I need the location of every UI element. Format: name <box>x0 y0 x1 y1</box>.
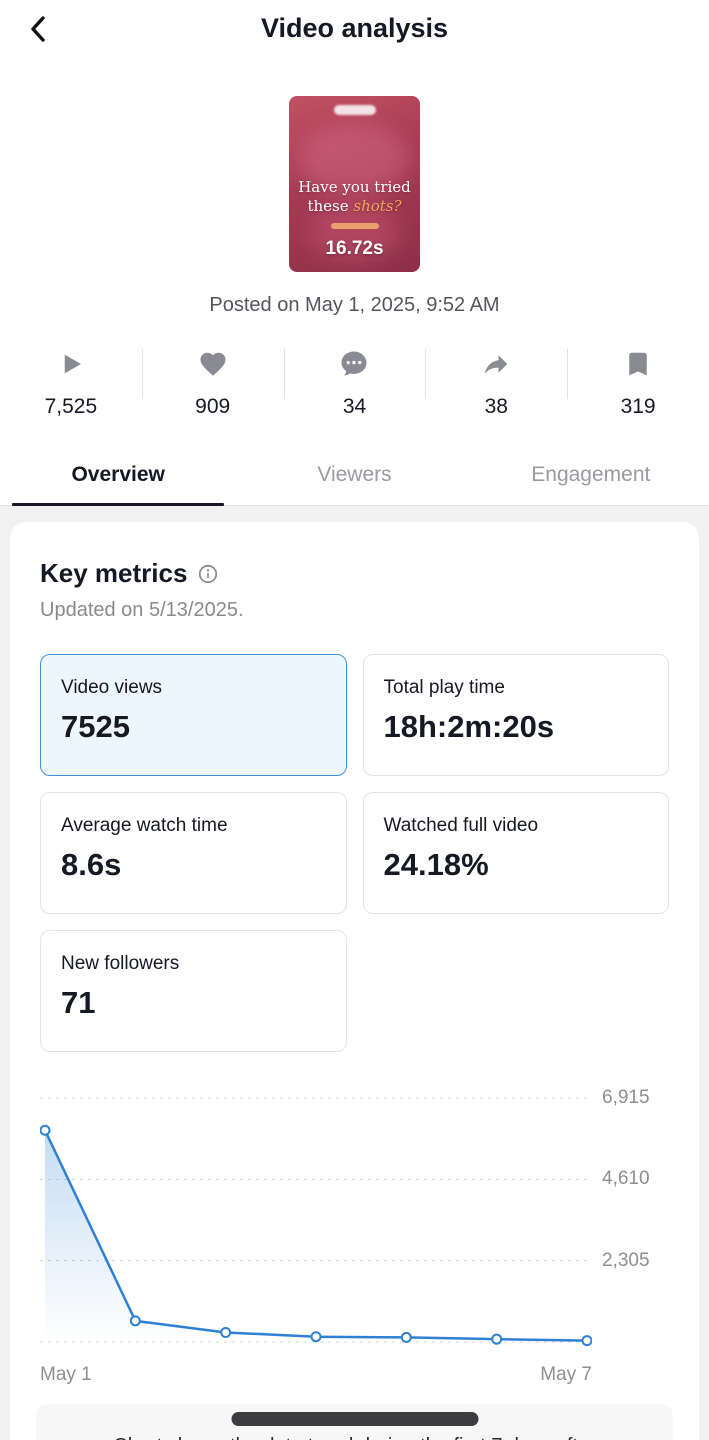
metric-card-total-play-time[interactable]: Total play time 18h:2m:20s <box>362 654 669 776</box>
header: Video analysis <box>0 0 709 56</box>
tab-viewers[interactable]: Viewers <box>317 463 392 486</box>
stat-value: 38 <box>484 395 508 418</box>
chart-y-axis-labels: 6,915 4,610 2,305 <box>602 1087 672 1354</box>
tab-engagement[interactable]: Engagement <box>531 463 651 486</box>
page-title: Video analysis <box>260 12 449 43</box>
home-indicator[interactable] <box>231 1412 478 1426</box>
x-axis-label-end: May 7 <box>540 1364 592 1385</box>
thumbnail-caption: Have you tried these shots? <box>289 178 420 229</box>
thumbnail-decoration <box>309 202 399 262</box>
metric-card-average-watch-time[interactable]: Average watch time 8.6s <box>40 792 347 914</box>
metric-label: Average watch time <box>61 815 228 836</box>
metric-label: Total play time <box>383 677 505 698</box>
stat-value: 319 <box>620 395 656 418</box>
tab-overview[interactable]: Overview <box>0 449 236 506</box>
metric-value: 24.18% <box>383 847 489 882</box>
stats-row: 7,525 909 34 38 319 <box>0 349 709 419</box>
stat-shares: 38 <box>425 349 567 419</box>
heart-icon <box>198 349 228 379</box>
metric-card-watched-full-video[interactable]: Watched full video 24.18% <box>362 792 669 914</box>
video-thumbnail[interactable]: Have you tried these shots? 16.72s <box>289 96 420 272</box>
metric-label: Watched full video <box>383 815 539 836</box>
metric-label: Video views <box>61 677 163 698</box>
chevron-left-icon <box>31 16 45 42</box>
chart-x-axis-labels: May 1 May 7 <box>40 1364 592 1386</box>
share-icon <box>481 349 511 379</box>
stat-comments: 34 <box>283 349 426 419</box>
views-trend-chart: 6,915 4,610 2,305 May 1 May 7 <box>40 1087 672 1386</box>
thumbnail-decoration <box>299 124 409 194</box>
thumbnail-brand-logo <box>333 105 376 115</box>
metric-card-new-followers[interactable]: New followers 71 <box>40 930 347 1052</box>
stat-value: 34 <box>342 395 367 418</box>
posted-date: Posted on May 1, 2025, 9:52 AM <box>209 294 500 316</box>
page-body: Key metrics Updated on 5/13/2025. Video … <box>0 506 709 1440</box>
metric-value: 8.6s <box>61 847 122 882</box>
x-axis-label-start: May 1 <box>40 1364 92 1385</box>
key-metrics-card: Key metrics Updated on 5/13/2025. Video … <box>10 522 699 1440</box>
y-tick-label: 4,610 <box>602 1168 650 1190</box>
stat-likes: 909 <box>141 349 284 419</box>
y-tick-label: 6,915 <box>602 1087 650 1108</box>
stat-plays: 7,525 <box>0 349 142 419</box>
tab-bar: Overview Viewers Engagement <box>0 449 709 506</box>
play-icon <box>56 349 86 379</box>
stat-value: 909 <box>195 395 231 418</box>
metric-value: 18h:2m:20s <box>383 709 555 744</box>
stat-value: 7,525 <box>44 395 98 418</box>
metric-value: 7525 <box>61 709 130 744</box>
line-chart-canvas <box>40 1097 592 1347</box>
comment-icon <box>339 349 369 379</box>
key-metrics-title: Key metrics <box>40 558 188 588</box>
y-tick-label: 2,305 <box>602 1249 650 1271</box>
info-circle-icon[interactable] <box>197 563 219 585</box>
back-button[interactable] <box>20 10 58 48</box>
stat-bookmarks: 319 <box>567 349 709 419</box>
bookmark-icon <box>623 349 653 379</box>
metric-value: 71 <box>61 985 96 1020</box>
metric-cards-grid: Video views 7525 Total play time 18h:2m:… <box>40 654 669 1052</box>
video-duration: 16.72s <box>325 238 384 259</box>
updated-date: Updated on 5/13/2025. <box>40 599 244 621</box>
thumbnail-subcaption <box>330 222 379 229</box>
metric-card-video-views[interactable]: Video views 7525 <box>40 654 347 776</box>
metric-label: New followers <box>61 953 180 974</box>
